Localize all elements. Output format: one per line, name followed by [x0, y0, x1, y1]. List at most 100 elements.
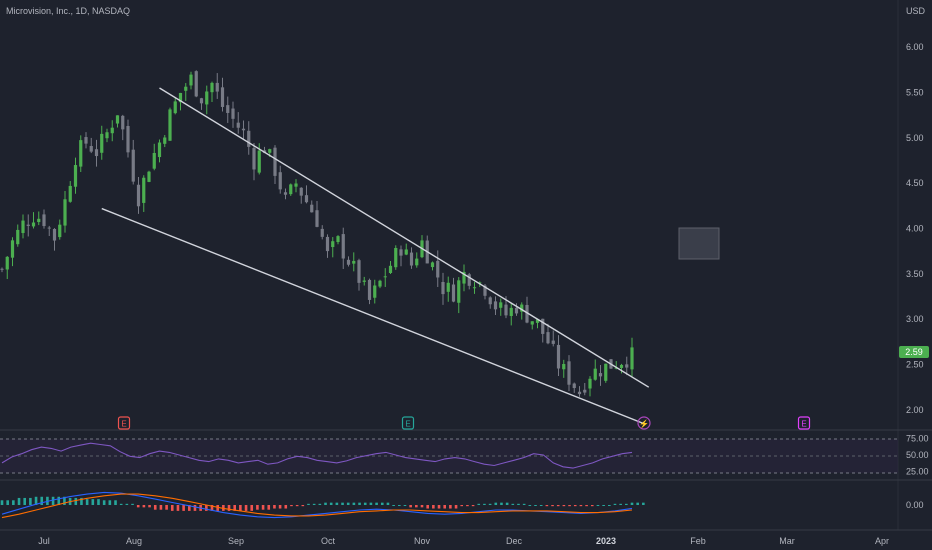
- candle-body: [220, 87, 225, 107]
- candle-body: [100, 133, 104, 153]
- event-marker-label: E: [121, 420, 126, 429]
- macd-histogram-bar: [585, 505, 588, 507]
- macd-histogram-bar: [85, 499, 89, 505]
- candle-body: [325, 236, 330, 252]
- candle-body: [362, 280, 366, 282]
- macd-histogram-bar: [97, 499, 100, 505]
- macd-histogram-bar: [182, 505, 185, 511]
- macd-histogram-bar: [210, 505, 214, 511]
- candle-body: [63, 199, 67, 226]
- macd-histogram-bar: [148, 505, 151, 508]
- candle-body: [583, 389, 587, 393]
- macd-histogram-bar: [415, 505, 418, 508]
- last-price-badge: [899, 346, 929, 358]
- macd-histogram-bar: [119, 503, 123, 505]
- time-tick-label: Oct: [321, 536, 336, 546]
- candle-body: [47, 227, 51, 229]
- candle-body: [625, 364, 629, 368]
- macd-histogram-bar: [573, 505, 577, 507]
- macd-histogram-bar: [568, 505, 571, 507]
- trendlines[interactable]: [101, 87, 650, 425]
- candle-body: [42, 214, 46, 227]
- macd-histogram-bar: [131, 503, 134, 505]
- macd-axis-ticks: 0.00: [906, 500, 924, 510]
- candle-body: [525, 304, 529, 323]
- candle-body: [241, 128, 246, 131]
- candle-body: [37, 218, 41, 223]
- macd-histogram-bar: [420, 505, 424, 508]
- macd-histogram-bar: [295, 505, 299, 507]
- candle-body: [499, 302, 503, 308]
- candle-body: [252, 148, 256, 170]
- macd-histogram-bar: [307, 503, 310, 505]
- macd-histogram-bar: [607, 505, 611, 506]
- candle-body: [399, 249, 403, 256]
- macd-histogram-bar: [301, 505, 305, 507]
- event-markers[interactable]: E E ⚡ E: [117, 416, 811, 430]
- macd-histogram-bar: [341, 502, 344, 505]
- macd-histogram-bar: [335, 502, 339, 505]
- macd-histogram-bar: [34, 496, 38, 505]
- macd-histogram-bar: [460, 505, 464, 507]
- time-axis-ticks: Jul Aug Sep Oct Nov Dec 2023 Feb Mar Apr: [38, 536, 889, 546]
- macd-histogram-bar: [318, 503, 322, 505]
- candle-body: [16, 229, 20, 245]
- macd-histogram-bar: [227, 505, 231, 511]
- macd-histogram-bar: [500, 502, 503, 505]
- macd-histogram-bar: [522, 503, 526, 505]
- macd-histogram-bar: [426, 505, 429, 509]
- rsi-axis-ticks: 75.00 50.00 25.00: [906, 434, 929, 477]
- macd-histogram-bar: [602, 505, 605, 506]
- price-tick-label: 2.50: [906, 360, 924, 370]
- earnings-event-icon: [117, 416, 131, 430]
- macd-histogram-bar: [511, 503, 515, 505]
- candle-body: [346, 259, 351, 265]
- candle-body: [142, 177, 146, 203]
- candle-body: [5, 256, 9, 270]
- candle-body: [136, 184, 141, 207]
- rsi-tick-label: 75.00: [906, 434, 929, 444]
- candle-body: [247, 130, 251, 147]
- candle-body: [121, 115, 125, 130]
- macd-histogram-bar: [6, 500, 9, 505]
- price-tick-label: 3.00: [906, 314, 924, 324]
- macd-histogram-bar: [551, 505, 554, 507]
- candle-body: [409, 252, 414, 266]
- drawing-rectangle[interactable]: [678, 227, 720, 260]
- macd-histogram-bar: [256, 505, 259, 510]
- rsi-tick-label: 25.00: [906, 466, 929, 476]
- macd-histogram-bar: [477, 503, 481, 505]
- candle-body: [504, 304, 508, 316]
- macd-histogram-bar: [233, 505, 237, 511]
- time-tick-label: Nov: [414, 536, 431, 546]
- candle-body: [105, 132, 109, 139]
- candle-body: [357, 260, 361, 283]
- candle-body: [614, 367, 618, 369]
- candle-body: [21, 220, 25, 234]
- macd-histogram-bar: [437, 505, 441, 509]
- macd-histogram-bar: [590, 505, 594, 507]
- candle-body: [415, 258, 419, 266]
- time-tick-label: Apr: [875, 536, 889, 546]
- candle-body: [215, 82, 219, 92]
- macd-histogram-bar: [17, 497, 21, 505]
- candle-body: [231, 108, 235, 119]
- macd-histogram-bar: [102, 500, 106, 505]
- time-tick-label: Aug: [126, 536, 142, 546]
- macd-histogram-bar: [562, 505, 566, 507]
- macd-histogram-bar: [432, 505, 435, 509]
- candle-body: [189, 74, 193, 86]
- candle-body: [604, 363, 608, 381]
- macd-histogram-bar: [80, 497, 83, 505]
- candle-body: [147, 171, 151, 182]
- price-tick-label: 4.00: [906, 224, 924, 234]
- candle-body: [551, 340, 555, 344]
- candle-body: [546, 332, 550, 344]
- macd-histogram-bar: [40, 496, 44, 505]
- candle-body: [341, 234, 345, 259]
- macd-histogram-bar: [539, 505, 543, 506]
- macd-histogram-bar: [57, 496, 61, 505]
- macd-histogram-bar: [358, 502, 361, 505]
- macd-histogram-bar: [494, 502, 498, 505]
